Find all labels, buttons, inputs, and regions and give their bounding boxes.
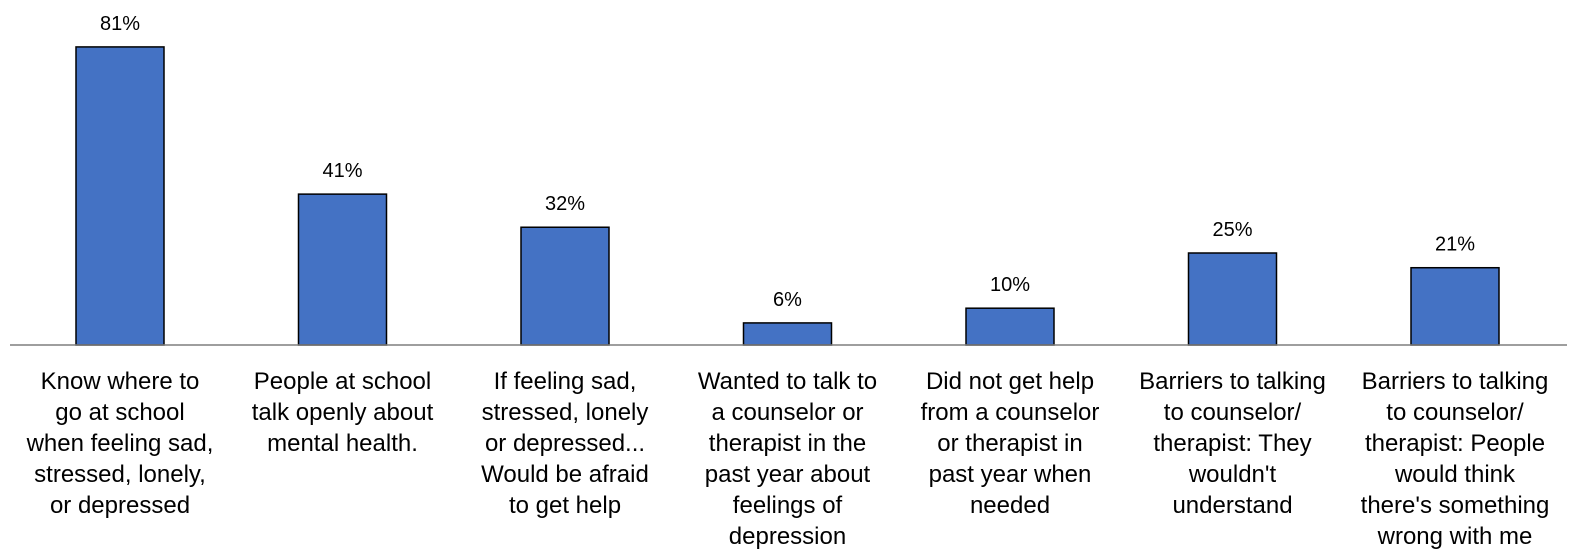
value-label-4: 6% — [773, 289, 802, 311]
category-label-line: Barriers to talking — [1361, 368, 1549, 395]
category-label-line: or depressed... — [484, 430, 646, 457]
category-label-line: Did not get help — [925, 368, 1095, 395]
category-label-line: talk openly about — [251, 399, 434, 426]
category-label-line: to counselor/ — [1386, 399, 1524, 426]
category-label-line: therapist: They — [1153, 430, 1312, 457]
value-label-5: 10% — [990, 274, 1030, 296]
category-label-line: go at school — [55, 399, 185, 426]
category-label-line: Wanted to talk to — [697, 368, 878, 395]
bar-1 — [75, 46, 165, 346]
category-label-line: needed — [969, 492, 1051, 519]
category-label-line: wrong with me — [1377, 523, 1533, 550]
value-label-7: 21% — [1435, 234, 1475, 256]
category-label-line: stressed, lonely, — [34, 461, 206, 488]
value-label-1: 81% — [100, 13, 140, 35]
category-label-1: Know where to go at school when feeling sa… — [10, 366, 230, 521]
category-label-line: from a counselor — [920, 399, 1100, 426]
category-label-4: Wanted to talk to a counselor or therapist… — [678, 366, 898, 552]
category-label-6: Barriers to talking to counselor/therapis… — [1123, 366, 1343, 521]
category-label-line: Know where to — [40, 368, 200, 395]
category-label-line: would think — [1394, 461, 1516, 488]
category-label-line: to get help — [508, 492, 622, 519]
category-label-line: or therapist in — [937, 430, 1083, 457]
value-label-2: 41% — [322, 160, 362, 182]
category-label-line: understand — [1172, 492, 1293, 519]
category-label-5: Did not get help from a counselor or thera… — [900, 366, 1120, 521]
bars-group — [75, 46, 1500, 346]
category-label-line: stressed, lonely — [481, 399, 649, 426]
category-label-line: when feeling sad, — [26, 430, 214, 457]
value-label-6: 25% — [1212, 219, 1252, 241]
category-label-2: People at school talk openly about mental … — [233, 366, 453, 459]
category-label-line: to counselor/ — [1163, 399, 1302, 426]
category-label-line: a counselor or — [711, 399, 864, 426]
category-label-3: If feeling sad, stressed, lonely or depres… — [455, 366, 675, 521]
bar-7 — [1410, 266, 1500, 346]
category-label-line: Barriers to talking — [1139, 368, 1326, 395]
category-label-line: Would be afraid — [481, 461, 649, 488]
category-label-line: past year about — [704, 461, 871, 488]
category-label-line: or depressed — [49, 492, 191, 519]
category-label-line: People at school — [253, 368, 432, 395]
bar-2 — [297, 193, 388, 346]
category-label-line: mental health. — [267, 430, 418, 457]
category-label-line: If feeling sad, — [493, 368, 637, 395]
bar-5 — [965, 307, 1055, 346]
value-labels-group: 81% 41% 32% 6% 10% 25% 21% — [100, 13, 1475, 311]
category-label-line: depression — [728, 523, 847, 550]
category-label-line: past year when — [928, 461, 1092, 488]
category-label-line: feelings of — [732, 492, 843, 519]
bar-4 — [742, 322, 833, 346]
category-label-line: there's something — [1360, 492, 1550, 519]
category-label-line: wouldn't — [1188, 461, 1277, 488]
category-label-line: therapist in the — [708, 430, 867, 457]
bar-3 — [520, 226, 610, 346]
category-label-line: therapist: People — [1364, 430, 1546, 457]
category-label-7: Barriers to talking to counselor/therapis… — [1345, 366, 1565, 552]
bar-6 — [1187, 252, 1278, 346]
value-label-3: 32% — [545, 193, 585, 215]
